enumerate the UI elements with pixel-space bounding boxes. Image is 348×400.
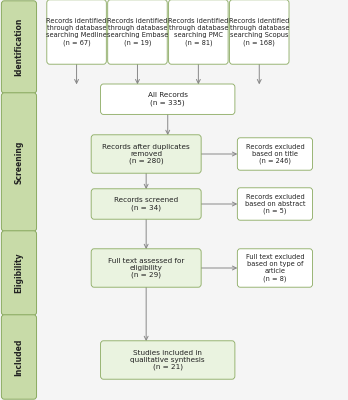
Text: Records after duplicates
removed
(n = 280): Records after duplicates removed (n = 28… (102, 144, 190, 164)
FancyBboxPatch shape (91, 189, 201, 219)
Text: Records excluded
based on abstract
(n = 5): Records excluded based on abstract (n = … (245, 194, 305, 214)
Text: Records identified
through database
searching Medline
(n = 67): Records identified through database sear… (46, 18, 107, 46)
Text: Studies included in
qualitative synthesis
(n = 21): Studies included in qualitative synthesi… (130, 350, 205, 370)
Text: Records identified
through database
searching PMC
(n = 81): Records identified through database sear… (168, 18, 229, 46)
FancyBboxPatch shape (168, 0, 228, 64)
FancyBboxPatch shape (237, 249, 313, 287)
FancyBboxPatch shape (237, 188, 313, 220)
Text: Identification: Identification (15, 18, 23, 76)
Text: Eligibility: Eligibility (15, 253, 23, 293)
FancyBboxPatch shape (1, 231, 37, 315)
FancyBboxPatch shape (230, 0, 289, 64)
FancyBboxPatch shape (101, 341, 235, 379)
Text: Screening: Screening (15, 140, 23, 184)
Text: Records screened
(n = 34): Records screened (n = 34) (114, 197, 178, 211)
FancyBboxPatch shape (108, 0, 167, 64)
FancyBboxPatch shape (91, 135, 201, 173)
FancyBboxPatch shape (1, 1, 37, 93)
FancyBboxPatch shape (237, 138, 313, 170)
Text: Records identified
through database
searching Embase
(n = 19): Records identified through database sear… (107, 18, 168, 46)
Text: All Records
(n = 335): All Records (n = 335) (148, 92, 188, 106)
Text: Full text excluded
based on type of
article
(n = 8): Full text excluded based on type of arti… (246, 254, 304, 282)
Text: Records identified
through database
searching Scopus
(n = 168): Records identified through database sear… (229, 18, 290, 46)
Text: Included: Included (15, 338, 23, 376)
FancyBboxPatch shape (101, 84, 235, 114)
Text: Records excluded
based on title
(n = 246): Records excluded based on title (n = 246… (246, 144, 304, 164)
FancyBboxPatch shape (91, 249, 201, 287)
Text: Full text assessed for
eligibility
(n = 29): Full text assessed for eligibility (n = … (108, 258, 184, 278)
FancyBboxPatch shape (47, 0, 106, 64)
FancyBboxPatch shape (1, 93, 37, 231)
FancyBboxPatch shape (1, 315, 37, 399)
